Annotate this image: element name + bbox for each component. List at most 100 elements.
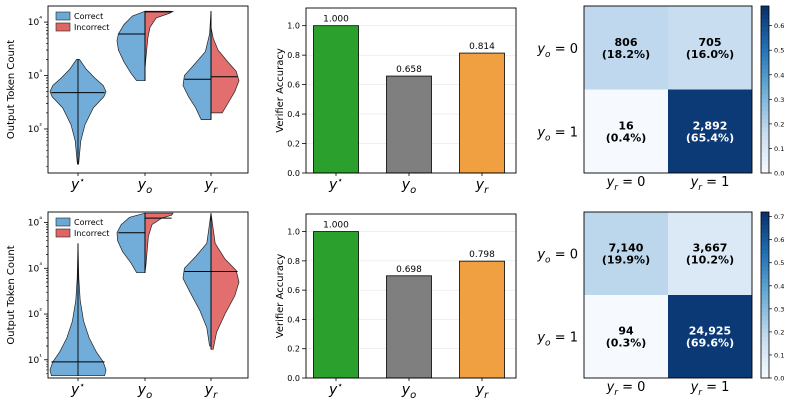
colorbar-segment	[761, 76, 769, 82]
colorbar-segment	[761, 261, 769, 267]
bar-y_r	[459, 52, 505, 174]
bar-y*	[313, 25, 359, 174]
legend-label: Correct	[74, 12, 103, 21]
heatmap-frame	[583, 211, 753, 379]
y-axis-label: Output Token Count	[6, 40, 17, 139]
colorbar-segment	[761, 216, 769, 221]
colorbar-segment	[761, 257, 769, 263]
y-tick-label: 0.6	[287, 286, 300, 295]
cell-percent: (18.2%)	[602, 48, 650, 61]
col-label: yr = 1	[690, 175, 730, 193]
legend-label: Incorrect	[74, 23, 109, 32]
axes-frame	[47, 5, 249, 174]
y-tick-label: 10⁴	[28, 15, 42, 28]
colorbar-segment	[761, 282, 769, 288]
y-tick-label: 10³	[28, 261, 42, 274]
y-tick-label: 0.4	[287, 110, 300, 119]
violin-y_o-correct	[116, 212, 146, 274]
cell-count: 94	[618, 325, 634, 338]
colorbar-tick-label: 0.1	[774, 145, 784, 153]
cell-percent: (0.4%)	[606, 131, 647, 144]
row-label: yo = 1	[536, 125, 578, 143]
colorbar-segment	[761, 353, 769, 358]
y-tick-label: 1.0	[287, 228, 300, 237]
colorbar-segment	[761, 369, 769, 375]
colorbar-segment	[761, 164, 769, 170]
colorbar-segment	[761, 143, 769, 149]
x-tick-label: y⋆	[70, 381, 85, 398]
colorbar-segment	[761, 97, 769, 103]
cell-count: 2,892	[693, 119, 728, 132]
x-tick-label: y⋆	[328, 176, 343, 193]
colorbar-segment	[761, 232, 769, 238]
colorbar-segment	[761, 328, 769, 333]
colorbar-tick-label: 0.2	[774, 120, 784, 128]
cell-count: 24,925	[689, 325, 731, 338]
colorbar-segment	[761, 270, 769, 275]
colorbar-segment	[761, 60, 769, 65]
colorbar-segment	[761, 265, 769, 271]
colorbar-segment	[761, 14, 769, 20]
x-tick-label: yo	[401, 382, 416, 400]
colorbar-segment	[761, 348, 769, 354]
colorbar-segment	[761, 18, 769, 24]
legend-swatch-correct	[55, 11, 71, 21]
heatmap-cell	[584, 295, 668, 378]
colorbar-tick-label: 0.6	[774, 22, 784, 30]
colorbar-segment	[761, 47, 769, 53]
row-label: yo = 1	[536, 331, 578, 349]
violin-y_r-incorrect	[210, 213, 240, 350]
heatmap-cell	[584, 212, 668, 295]
colorbar-segment	[761, 51, 769, 57]
colorbar-tick-label: 0.0	[774, 375, 784, 383]
heatmap-cell	[668, 212, 752, 295]
colorbar-segment	[761, 147, 769, 153]
bar-y_o	[386, 275, 432, 379]
colorbar-segment	[761, 127, 769, 132]
y-tick-label: 1.0	[287, 22, 300, 31]
x-tick-label: yo	[401, 177, 416, 196]
y-tick-label: 10²	[28, 122, 42, 135]
colorbar-segment	[761, 135, 769, 141]
colorbar-segment	[761, 373, 769, 379]
colorbar-segment	[761, 118, 769, 124]
colorbar-segment	[761, 307, 769, 313]
colorbar-tick-label: 0.4	[774, 71, 784, 79]
colorbar-segment	[761, 168, 769, 174]
colorbar-segment	[761, 249, 769, 254]
colorbar-frame	[760, 5, 770, 174]
cell-count: 806	[615, 36, 638, 49]
x-tick-label: y⋆	[70, 176, 85, 193]
bar-value-label: 1.000	[323, 15, 349, 25]
bar-value-label: 0.814	[469, 42, 495, 52]
y-tick-label: 0.6	[287, 81, 300, 90]
y-tick-label: 0.8	[287, 51, 300, 60]
cell-count: 705	[699, 36, 722, 49]
colorbar-tick-label: 0.2	[774, 328, 784, 336]
colorbar-tick-label: 0.3	[774, 96, 784, 104]
violin-y_r-correct	[182, 11, 212, 120]
y-tick-label: 10²	[28, 307, 42, 320]
colorbar-segment	[761, 253, 769, 259]
colorbar-segment	[761, 85, 769, 90]
colorbar-tick-label: 0.3	[774, 305, 784, 313]
colorbar-segment	[761, 10, 769, 15]
panel-bottom-middle: 0.0 0.2 0.4 0.6 0.8 1.0 1.000 y⋆ 0.698 yo 0.798 yr V…	[275, 213, 517, 401]
legend-label: Correct	[74, 218, 103, 227]
heatmap-cell	[668, 89, 752, 173]
panel-bottom-right: 7,140(19.9%) 3,667(10.2%) 94(0.3%) 24,925(6…	[536, 211, 784, 398]
colorbar-segment	[761, 332, 769, 337]
colorbar-segment	[761, 212, 769, 217]
colorbar-segment	[761, 56, 769, 61]
colorbar-segment	[761, 290, 769, 296]
colorbar-segment	[761, 286, 769, 292]
violin-y_r-incorrect	[210, 27, 240, 114]
colorbar-segment	[761, 131, 769, 136]
colorbar-segment	[761, 110, 769, 116]
col-label: yr = 1	[690, 380, 730, 398]
colorbar-segment	[761, 64, 769, 70]
colorbar-segment	[761, 31, 769, 36]
row-label: yo = 0	[536, 248, 578, 266]
y-tick-label: 0.0	[287, 169, 300, 178]
